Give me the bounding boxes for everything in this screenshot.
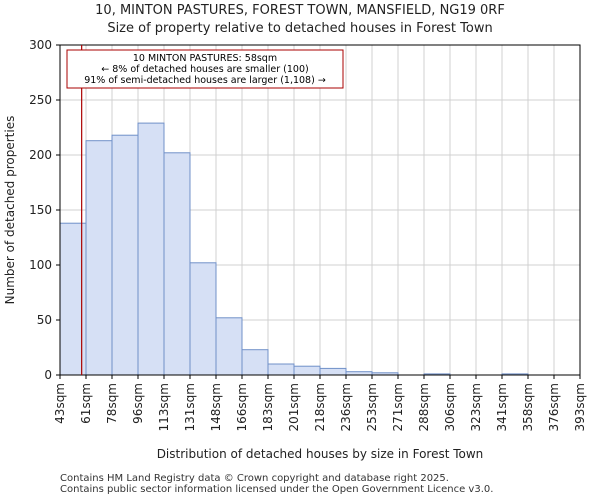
x-tick-label: 61sqm xyxy=(79,383,93,424)
chart-subtitle: Size of property relative to detached ho… xyxy=(107,21,493,36)
x-tick-label: 271sqm xyxy=(391,383,405,431)
x-axis-ticks: 43sqm 61sqm 78sqm 96sqm 113sqm 131sqm 148sqm 16… xyxy=(53,375,587,431)
x-tick-label: 201sqm xyxy=(287,383,301,431)
y-tick-label: 50 xyxy=(37,313,52,327)
x-tick-label: 148sqm xyxy=(209,383,223,431)
bar xyxy=(241,349,269,376)
bar xyxy=(85,140,113,376)
y-tick-label: 200 xyxy=(29,148,52,162)
x-tick-label: 183sqm xyxy=(261,383,275,431)
bar xyxy=(267,363,295,376)
bar xyxy=(137,122,165,376)
x-axis-label: Distribution of detached houses by size … xyxy=(157,447,484,461)
x-tick-label: 78sqm xyxy=(105,383,119,424)
x-tick-label: 236sqm xyxy=(339,383,353,431)
x-tick-label: 113sqm xyxy=(157,383,171,431)
y-tick-label: 0 xyxy=(44,368,52,382)
y-tick-label: 300 xyxy=(29,38,52,52)
bar xyxy=(215,317,243,376)
x-tick-label: 323sqm xyxy=(469,383,483,431)
x-tick-label: 341sqm xyxy=(495,383,509,431)
x-tick-label: 393sqm xyxy=(573,383,587,431)
y-tick-label: 250 xyxy=(29,93,52,107)
annotation-line-2: ← 8% of detached houses are smaller (100… xyxy=(101,64,308,75)
annotation-box xyxy=(66,49,344,89)
x-tick-label: 376sqm xyxy=(547,383,561,431)
x-tick-label: 96sqm xyxy=(131,383,145,424)
x-tick-label: 131sqm xyxy=(183,383,197,431)
footer-line-1: Contains HM Land Registry data © Crown c… xyxy=(60,473,449,484)
bar xyxy=(189,262,217,376)
y-tick-label: 100 xyxy=(29,258,52,272)
x-tick-label: 288sqm xyxy=(417,383,431,431)
x-tick-label: 166sqm xyxy=(235,383,249,431)
x-tick-label: 306sqm xyxy=(443,383,457,431)
bar xyxy=(293,365,321,376)
annotation-line-1: 10 MINTON PASTURES: 58sqm xyxy=(133,53,277,64)
x-tick-label: 253sqm xyxy=(365,383,379,431)
x-tick-label: 358sqm xyxy=(521,383,535,431)
y-axis-label: Number of detached properties xyxy=(3,116,17,305)
annotation-line-3: 91% of semi-detached houses are larger (… xyxy=(84,75,326,86)
bar xyxy=(111,134,139,376)
chart-title: 10, MINTON PASTURES, FOREST TOWN, MANSFI… xyxy=(95,3,505,18)
x-tick-label: 218sqm xyxy=(313,383,327,431)
y-tick-label: 150 xyxy=(29,203,52,217)
footer-line-2: Contains public sector information licen… xyxy=(60,484,494,495)
bars xyxy=(59,122,529,376)
bar xyxy=(163,152,191,376)
x-tick-label: 43sqm xyxy=(53,383,67,424)
y-axis-ticks: 0 50 100 150 200 250 300 xyxy=(29,38,60,382)
bar xyxy=(319,367,347,376)
